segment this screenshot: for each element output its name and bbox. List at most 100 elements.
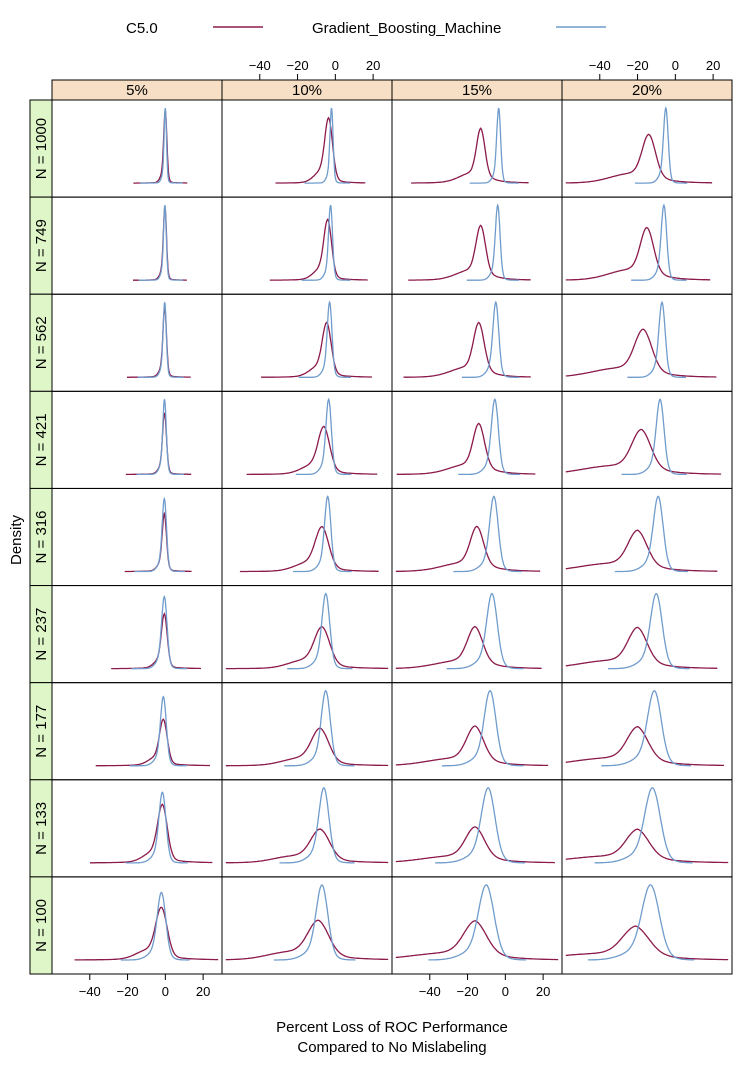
strip-row-label: N = 421 (33, 413, 50, 466)
density-curve-c50 (565, 226, 711, 281)
density-curve-gbm (458, 398, 521, 476)
strip-row-label: N = 237 (33, 608, 50, 661)
density-curve-gbm (138, 204, 183, 281)
x-axis-title-line2: Compared to No Mislabeling (297, 1039, 486, 1056)
strip-column-label: 20% (632, 82, 662, 99)
density-curve-gbm (634, 106, 688, 184)
x-tick-label: 0 (162, 984, 169, 999)
x-tick-label: 0 (672, 58, 679, 73)
density-curve-c50 (565, 925, 729, 961)
density-curve-c50 (396, 422, 536, 475)
density-curve-gbm (284, 689, 355, 767)
x-tick-label: −20 (287, 58, 309, 73)
density-curve-gbm (129, 695, 187, 767)
strip-row-label: N = 177 (33, 705, 50, 758)
strip-row-label: N = 133 (33, 802, 50, 855)
density-curve-gbm (279, 786, 355, 864)
density-curve-c50 (565, 828, 729, 864)
strip-row-label: N = 316 (33, 511, 50, 564)
density-curve-gbm (469, 107, 519, 184)
density-curve-c50 (565, 529, 718, 572)
density-curve-gbm (608, 592, 690, 670)
density-curve-gbm (273, 884, 356, 961)
density-curve-gbm (295, 397, 352, 476)
density-curve-c50 (565, 328, 717, 378)
density-curve-c50 (239, 525, 379, 573)
density-curve-c50 (261, 321, 372, 378)
strip-column-label: 10% (292, 82, 322, 99)
density-curve-c50 (395, 920, 559, 961)
density-curve-gbm (301, 204, 351, 281)
density-curve-gbm (140, 107, 183, 184)
density-curve-gbm (137, 302, 184, 378)
x-tick-label: 0 (332, 58, 339, 73)
x-tick-label: 0 (502, 984, 509, 999)
density-curve-c50 (95, 718, 210, 767)
density-curve-c50 (275, 116, 366, 184)
density-curve-gbm (304, 107, 351, 184)
strip-row-label: N = 562 (33, 316, 50, 369)
x-tick-label: 20 (536, 984, 550, 999)
density-curve-c50 (395, 826, 555, 864)
density-curve-c50 (133, 206, 187, 281)
density-curve-c50 (74, 906, 219, 961)
y-axis-title: Density (8, 514, 25, 565)
density-curve-gbm (446, 592, 524, 670)
density-curve-c50 (225, 727, 389, 767)
density-curve-gbm (131, 595, 187, 670)
density-curve-gbm (466, 203, 520, 281)
density-curve-gbm (120, 891, 190, 961)
density-curve-gbm (462, 300, 520, 378)
strip-row-label: N = 749 (33, 219, 50, 272)
density-curve-gbm (453, 495, 522, 573)
density-curve-gbm (614, 495, 689, 573)
x-tick-label: −40 (589, 58, 611, 73)
density-curve-gbm (298, 300, 351, 378)
density-curve-gbm (136, 399, 184, 476)
density-curve-c50 (411, 127, 529, 184)
x-tick-label: −40 (419, 984, 441, 999)
strip-column-label: 5% (126, 82, 148, 99)
density-curve-c50 (225, 828, 389, 864)
x-tick-label: −20 (117, 984, 139, 999)
x-tick-label: 20 (706, 58, 720, 73)
density-curve-c50 (133, 110, 188, 184)
panel (561, 876, 733, 975)
density-curve-gbm (287, 592, 353, 670)
density-curve-c50 (395, 525, 541, 573)
panel (221, 876, 393, 975)
density-curve-c50 (125, 412, 192, 476)
density-curve-gbm (594, 787, 693, 864)
density-curve-gbm (435, 787, 525, 864)
density-curve-gbm (134, 496, 185, 573)
density-curve-c50 (225, 919, 389, 961)
x-tick-label: −40 (79, 984, 101, 999)
density-curve-gbm (627, 300, 686, 378)
density-curve-gbm (601, 689, 692, 767)
density-curve-c50 (565, 428, 722, 475)
legend-entry-c50: C5.0 (126, 20, 158, 37)
density-curve-c50 (90, 803, 213, 864)
x-tick-label: −40 (249, 58, 271, 73)
density-curve-gbm (428, 884, 527, 961)
density-curve-gbm (293, 495, 352, 573)
density-curve-gbm (621, 398, 687, 476)
x-axis-title: Percent Loss of ROC Performance (276, 1019, 508, 1036)
density-curve-c50 (225, 625, 389, 670)
density-curve-c50 (395, 625, 542, 669)
strip-row-label: N = 100 (33, 899, 50, 952)
x-tick-label: −20 (627, 58, 649, 73)
density-curve-gbm (587, 884, 694, 961)
density-curve-c50 (565, 626, 718, 669)
density-curve-c50 (565, 133, 713, 184)
legend: C5.0 Gradient_Boosting_Machine (126, 20, 606, 37)
density-curve-gbm (125, 791, 188, 864)
x-tick-label: −20 (457, 984, 479, 999)
x-tick-label: 20 (196, 984, 210, 999)
density-curve-c50 (246, 425, 378, 476)
strip-row-label: N = 1000 (33, 118, 50, 179)
density-curve-c50 (269, 218, 368, 281)
density-curve-gbm (631, 203, 687, 281)
